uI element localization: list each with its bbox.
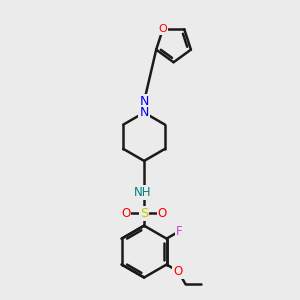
Text: O: O [121, 207, 130, 220]
Text: O: O [158, 24, 167, 34]
Text: N: N [140, 106, 149, 119]
Text: F: F [176, 225, 183, 238]
Text: N: N [140, 95, 149, 108]
Text: O: O [158, 207, 167, 220]
Text: S: S [140, 207, 148, 220]
Text: NH: NH [134, 186, 152, 199]
Text: O: O [173, 265, 183, 278]
